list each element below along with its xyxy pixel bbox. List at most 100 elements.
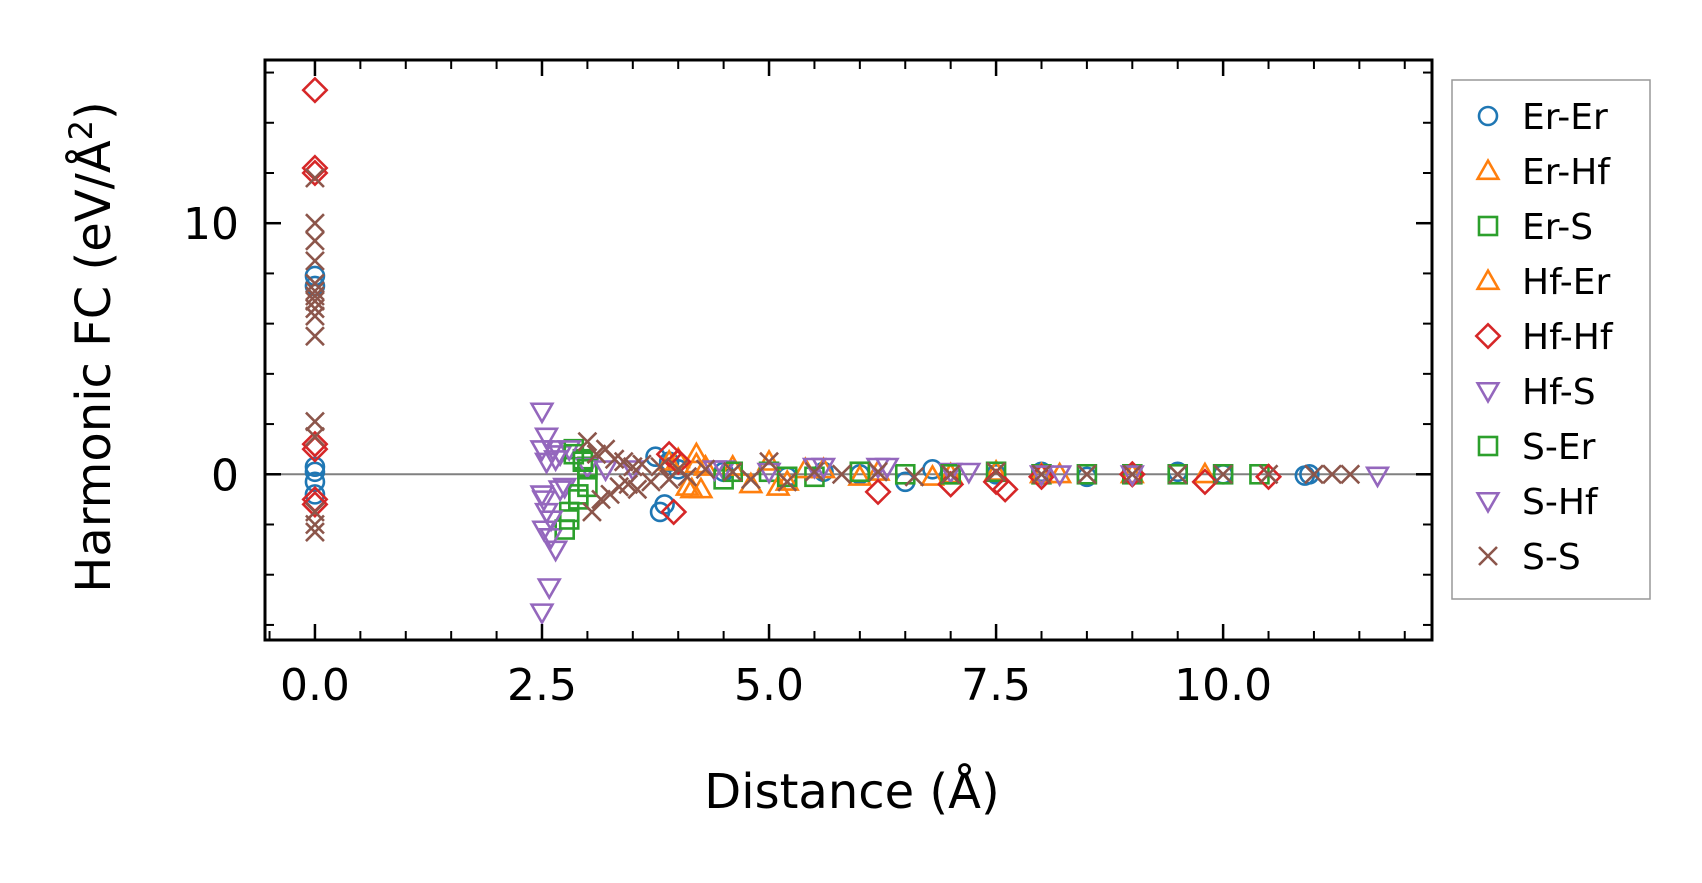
data-point (738, 471, 764, 494)
data-point (641, 471, 661, 492)
data-point (1047, 465, 1073, 488)
legend-label: Hf-S (1522, 372, 1596, 413)
data-point (538, 510, 564, 533)
data-point (777, 471, 798, 492)
series-er-er (304, 265, 1320, 523)
data-point (1477, 435, 1499, 457)
y-axis-label-main: Harmonic FC (eV/Å (65, 140, 122, 593)
data-point (305, 411, 325, 432)
data-point (1474, 322, 1502, 350)
data-point (305, 230, 325, 251)
data-point (305, 426, 325, 447)
data-point (645, 446, 666, 468)
data-point (868, 461, 888, 482)
data-point (1299, 463, 1320, 485)
data-point (1031, 464, 1052, 485)
data-point (631, 454, 652, 475)
data-point (304, 461, 326, 483)
legend-item-hf-er: Hf-Er (1475, 262, 1611, 303)
data-point (919, 463, 946, 486)
series-s-er (558, 443, 1189, 530)
legend-label: Er-Hf (1522, 152, 1611, 193)
data-point (1322, 464, 1343, 485)
data-point (986, 461, 1006, 482)
data-point (674, 473, 700, 496)
data-point (1475, 491, 1501, 514)
data-point (695, 459, 716, 480)
data-point (1478, 546, 1498, 566)
data-point (301, 430, 329, 458)
data-point (1304, 464, 1324, 485)
x-tick-label: 10.0 (1174, 660, 1272, 711)
data-point (1076, 464, 1097, 485)
legend-item-er-hf: Er-Hf (1475, 152, 1611, 193)
data-point (591, 489, 611, 510)
data-point (533, 427, 560, 450)
data-point (582, 502, 602, 522)
data-point (301, 490, 329, 518)
data-point (1254, 463, 1283, 491)
x-tick-label: 7.5 (961, 660, 1031, 711)
data-point (529, 485, 555, 508)
data-point (613, 451, 634, 472)
data-point (572, 451, 594, 473)
data-point (985, 461, 1007, 483)
data-point (804, 461, 825, 482)
legend-item-er-er: Er-Er (1477, 97, 1608, 138)
data-point (529, 603, 555, 626)
data-point (1167, 464, 1188, 485)
data-point (543, 450, 569, 473)
data-point (956, 462, 982, 485)
data-point (774, 468, 800, 491)
data-point (529, 402, 555, 425)
legend-label: S-Hf (1522, 482, 1599, 523)
data-point (305, 168, 325, 188)
data-point (679, 476, 705, 499)
data-point (536, 578, 562, 601)
data-point (831, 464, 852, 485)
data-point (665, 446, 691, 469)
data-point (577, 431, 598, 452)
legend-item-hf-hf: Hf-Hf (1474, 317, 1614, 358)
data-point (722, 461, 743, 482)
data-point (660, 498, 688, 526)
y-tick-label: 10 (183, 199, 239, 250)
data-point (1028, 465, 1055, 488)
data-point (664, 448, 692, 476)
data-point (577, 458, 598, 480)
data-point (904, 466, 925, 487)
x-axis-label: Distance (Å) (704, 763, 999, 820)
legend-label: Hf-Hf (1522, 317, 1614, 358)
data-point (568, 484, 589, 505)
data-point (1212, 463, 1234, 485)
data-point (1076, 463, 1098, 485)
data-point (756, 462, 782, 485)
data-point (849, 461, 871, 483)
data-point (847, 463, 873, 486)
data-point (304, 484, 326, 505)
legend-item-s-s: S-S (1478, 537, 1581, 578)
data-point (304, 456, 326, 478)
data-point (756, 448, 782, 471)
data-point (940, 464, 961, 485)
data-point (618, 474, 639, 495)
x-tick-label: 0.0 (280, 660, 350, 711)
data-point (864, 478, 892, 506)
data-point (991, 475, 1019, 503)
y-tick-label: 0 (211, 450, 239, 501)
data-point (759, 451, 779, 472)
legend: Er-Er Er-Hf Er-S Hf-Er Hf-Hf Hf-S S-Er S-Hf S-S (1451, 79, 1651, 600)
data-point (558, 509, 580, 530)
data-point (1167, 463, 1189, 485)
legend-label: Hf-Er (1522, 262, 1611, 303)
y-axis-label: Harmonic FC (eV/Å2) (62, 101, 122, 593)
data-point (1477, 105, 1499, 127)
series-s-s (305, 168, 1361, 542)
data-point (1340, 464, 1361, 485)
data-point (305, 213, 325, 234)
series-hf-hf (301, 76, 1283, 526)
plot-area (263, 58, 1434, 642)
data-point (543, 540, 569, 563)
legend-item-er-s: Er-S (1477, 207, 1593, 248)
